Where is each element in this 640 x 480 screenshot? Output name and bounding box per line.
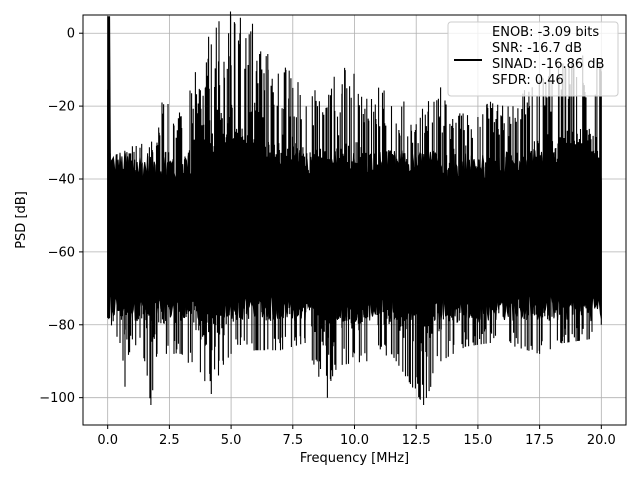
x-tick-label: 20.0 xyxy=(587,433,616,448)
x-tick-label: 5.0 xyxy=(221,433,242,448)
legend-box xyxy=(447,21,619,97)
y-tick-label: −60 xyxy=(48,245,75,260)
series-spikes xyxy=(107,11,602,405)
legend-line: SFDR: 0.46 xyxy=(492,73,564,88)
x-axis-ticks: 0.0 2.5 5.0 7.5 10.0 12.5 15.0 17.5 20.0 xyxy=(97,425,616,448)
y-axis-ticks: 0 −20 −40 −60 −80 −100 xyxy=(39,27,83,406)
y-axis-label: PSD [dB] xyxy=(14,191,29,249)
x-tick-label: 7.5 xyxy=(282,433,303,448)
legend-line: ENOB: -3.09 bits xyxy=(492,25,599,40)
x-axis-label: Frequency [MHz] xyxy=(300,451,409,466)
series-spike-lines xyxy=(107,11,602,405)
x-tick-label: 12.5 xyxy=(402,433,431,448)
legend-label: ENOB: -3.09 bits SNR: -16.7 dB SINAD: -16.… xyxy=(492,25,604,88)
legend-line: SNR: -16.7 dB xyxy=(492,41,582,56)
y-tick-label: −100 xyxy=(39,391,75,406)
x-tick-label: 2.5 xyxy=(159,433,180,448)
x-tick-label: 10.0 xyxy=(340,433,369,448)
x-tick-label: 15.0 xyxy=(463,433,492,448)
y-tick-label: −40 xyxy=(48,173,75,188)
x-tick-label: 0.0 xyxy=(97,433,118,448)
legend-line: SINAD: -16.86 dB xyxy=(492,57,604,72)
x-tick-label: 17.5 xyxy=(525,433,554,448)
plot-area xyxy=(107,11,602,405)
y-tick-label: −80 xyxy=(48,318,75,333)
y-tick-label: −20 xyxy=(48,100,75,115)
y-tick-label: 0 xyxy=(67,27,75,42)
legend: ENOB: -3.09 bits SNR: -16.7 dB SINAD: -16.… xyxy=(447,21,619,97)
